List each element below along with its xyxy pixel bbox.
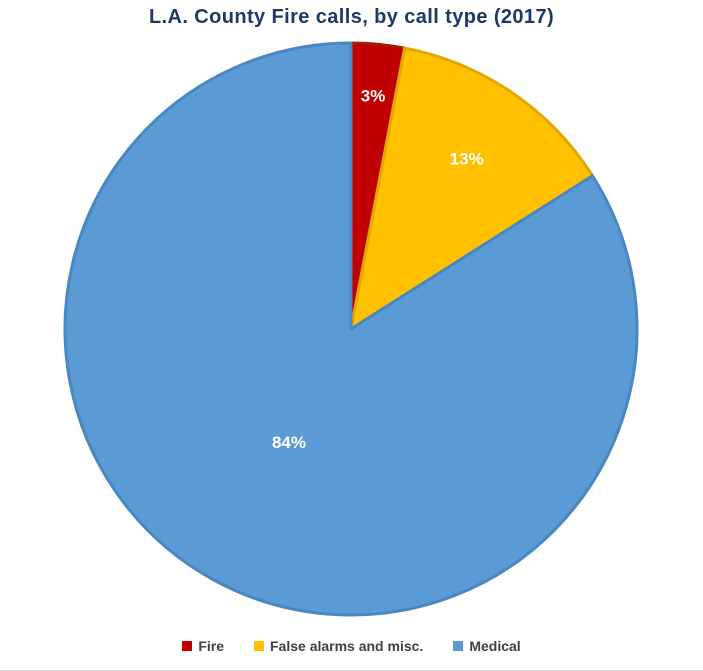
chart-title: L.A. County Fire calls, by call type (20… bbox=[148, 6, 555, 28]
legend-item-medical: Medical bbox=[453, 638, 521, 654]
legend-label-medical: Medical bbox=[469, 638, 521, 654]
legend-swatch-medical bbox=[453, 641, 464, 651]
legend-label-fire: Fire bbox=[198, 638, 224, 654]
legend-swatch-fire bbox=[182, 641, 193, 651]
legend-item-fire: Fire bbox=[182, 638, 224, 654]
legend-swatch-false-alarms bbox=[254, 641, 264, 651]
data-label-fire: 3% bbox=[361, 87, 386, 106]
data-label-medical: 84% bbox=[272, 433, 306, 452]
data-label-false-alarms: 13% bbox=[450, 150, 484, 169]
pie-slice-false-alarms bbox=[349, 46, 594, 331]
legend: Fire False alarms and misc. Medical bbox=[0, 638, 703, 654]
legend-label-false-alarms: False alarms and misc. bbox=[270, 638, 424, 654]
legend-item-false-alarms: False alarms and misc. bbox=[254, 638, 423, 654]
pie-slice-medical bbox=[63, 41, 639, 617]
